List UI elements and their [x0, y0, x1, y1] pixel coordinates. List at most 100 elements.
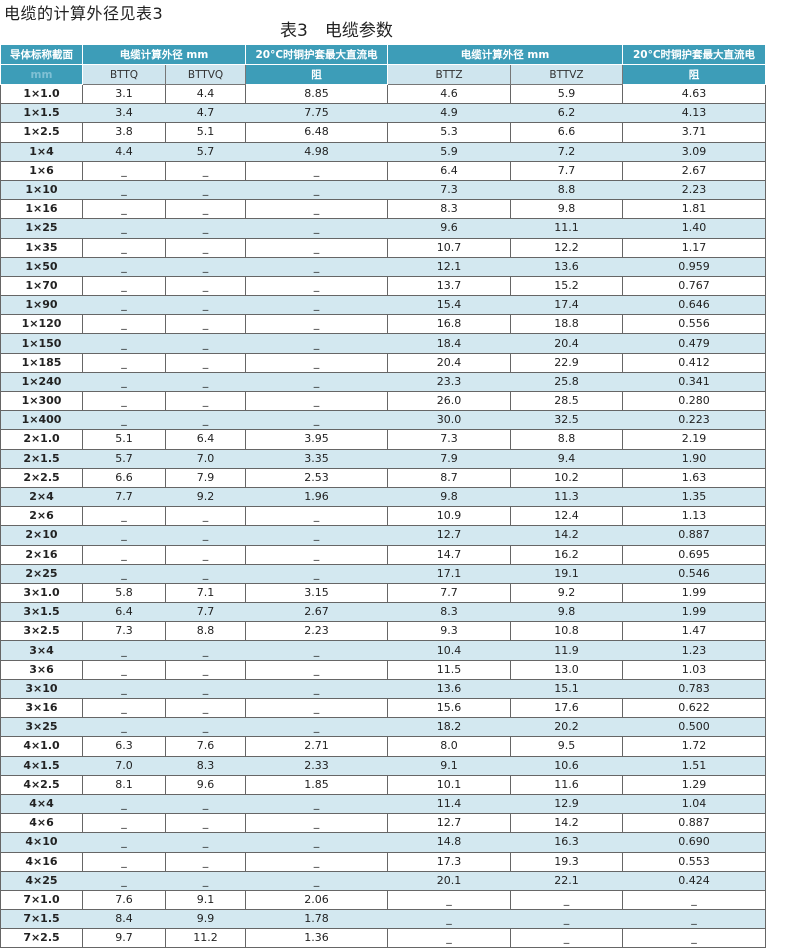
- cell-bttvq: _: [164, 544, 247, 565]
- cell-bttz: 12.7: [387, 525, 512, 546]
- cable-parameters-table: 导体标称截面 电缆计算外径 mm 20°C时铜护套最大直流电 电缆计算外径 mm…: [0, 44, 767, 948]
- cell-resistance-z: 0.500: [622, 717, 767, 738]
- cell-resistance-z: 0.646: [622, 295, 767, 316]
- cell-resistance-z: 1.13: [622, 506, 767, 527]
- cell-spec: 3×25: [0, 717, 83, 738]
- table-row: 2×6 _ _ _ 10.9 12.4 1.13: [0, 506, 767, 527]
- table-row: 1×25 _ _ _ 9.6 11.1 1.40: [0, 218, 767, 239]
- cell-bttvz: 15.1: [510, 678, 624, 700]
- cell-spec: 3×1.0: [0, 582, 83, 604]
- cell-bttz: 8.3: [387, 602, 512, 623]
- cell-resistance-q: _: [245, 563, 389, 584]
- cell-bttq: _: [82, 410, 166, 431]
- cell-bttvq: _: [164, 295, 247, 316]
- cell-spec: 1×4: [0, 141, 83, 162]
- cell-bttz: 13.6: [387, 678, 512, 700]
- table-row: 1×185 _ _ _ 20.4 22.9 0.412: [0, 352, 767, 373]
- table-row: 4×4 _ _ _ 11.4 12.9 1.04: [0, 793, 767, 815]
- cell-bttq: 3.1: [82, 83, 166, 105]
- cell-resistance-q: _: [245, 160, 389, 181]
- cell-resistance-q: _: [245, 678, 389, 700]
- cell-bttvq: 9.1: [164, 889, 247, 911]
- cell-bttvz: 12.2: [510, 237, 624, 258]
- table-row: 3×2.5 7.3 8.8 2.23 9.3 10.8 1.47: [0, 621, 767, 642]
- cell-spec: 1×185: [0, 352, 83, 373]
- cell-spec: 1×6: [0, 160, 83, 181]
- cell-bttvz: 13.6: [510, 256, 624, 277]
- table-body: 1×1.0 3.1 4.4 8.85 4.6 5.9 4.63 1×1.5 3.4 4.7 7.75…: [0, 83, 767, 948]
- cell-spec: 2×1.5: [0, 448, 83, 469]
- table-row: 4×2.5 8.1 9.6 1.85 10.1 11.6 1.29: [0, 774, 767, 795]
- cell-bttz: 17.3: [387, 851, 512, 872]
- cell-resistance-q: _: [245, 371, 389, 393]
- cell-bttz: 8.7: [387, 467, 512, 488]
- cell-resistance-q: _: [245, 525, 389, 546]
- cell-bttvq: 9.2: [164, 486, 247, 508]
- cell-bttz: 16.8: [387, 314, 512, 335]
- table-row: 1×1.5 3.4 4.7 7.75 4.9 6.2 4.13: [0, 103, 767, 124]
- cell-spec: 1×150: [0, 333, 83, 354]
- cell-spec: 1×16: [0, 199, 83, 220]
- cell-bttz: 7.3: [387, 429, 512, 450]
- cell-spec: 1×10: [0, 179, 83, 201]
- cell-resistance-q: 2.71: [245, 736, 389, 757]
- cell-bttq: 6.3: [82, 736, 166, 757]
- cell-bttvz: _: [510, 928, 624, 948]
- cell-spec: 3×6: [0, 659, 83, 680]
- cell-resistance-z: _: [622, 909, 767, 930]
- cell-resistance-z: 0.556: [622, 314, 767, 335]
- table-row: 2×16 _ _ _ 14.7 16.2 0.695: [0, 544, 767, 565]
- cell-bttvq: 8.8: [164, 621, 247, 642]
- cell-bttvq: 7.9: [164, 467, 247, 488]
- table-row: 4×16 _ _ _ 17.3 19.3 0.553: [0, 851, 767, 872]
- cell-spec: 4×10: [0, 832, 83, 853]
- table-row: 1×4 4.4 5.7 4.98 5.9 7.2 3.09: [0, 141, 767, 162]
- cell-bttq: _: [82, 179, 166, 201]
- cell-resistance-z: 0.695: [622, 544, 767, 565]
- cell-bttvz: 19.1: [510, 563, 624, 584]
- table-row: 3×16 _ _ _ 15.6 17.6 0.622: [0, 697, 767, 719]
- cell-bttz: 6.4: [387, 160, 512, 181]
- header-group1: 电缆计算外径 mm: [81, 44, 247, 65]
- cell-bttvz: 12.4: [510, 506, 624, 527]
- cell-bttz: 9.1: [387, 755, 512, 776]
- cell-bttvz: 20.4: [510, 333, 624, 354]
- cell-bttvq: _: [164, 314, 247, 335]
- cell-bttvz: 16.2: [510, 544, 624, 565]
- cell-bttz: 23.3: [387, 371, 512, 393]
- table-row: 1×240 _ _ _ 23.3 25.8 0.341: [0, 371, 767, 393]
- cell-resistance-z: 1.35: [622, 486, 767, 508]
- cell-bttvz: 5.9: [510, 83, 624, 105]
- cell-resistance-z: 0.783: [622, 678, 767, 700]
- cell-spec: 2×10: [0, 525, 83, 546]
- cell-resistance-z: 4.63: [622, 83, 767, 105]
- cell-bttvq: _: [164, 352, 247, 373]
- cell-resistance-q: 1.96: [245, 486, 389, 508]
- cell-resistance-q: 8.85: [245, 83, 389, 105]
- cell-bttvz: 17.6: [510, 697, 624, 719]
- cell-bttvq: _: [164, 659, 247, 680]
- cell-bttq: 7.3: [82, 621, 166, 642]
- cell-bttz: 15.6: [387, 697, 512, 719]
- cell-spec: 2×6: [0, 506, 83, 527]
- cell-bttq: _: [82, 256, 166, 277]
- table-row: 7×2.5 9.7 11.2 1.36 _ _ _: [0, 928, 767, 948]
- cell-resistance-z: 0.223: [622, 410, 767, 431]
- cell-resistance-z: _: [622, 889, 767, 911]
- cell-spec: 7×1.0: [0, 889, 83, 911]
- cell-bttz: 9.3: [387, 621, 512, 642]
- cell-resistance-z: 0.690: [622, 832, 767, 853]
- cell-bttq: _: [82, 390, 166, 412]
- cell-bttvq: 4.4: [164, 83, 247, 105]
- cell-spec: 1×240: [0, 371, 83, 393]
- cell-resistance-z: 1.40: [622, 218, 767, 239]
- cell-bttvq: _: [164, 179, 247, 201]
- cell-resistance-z: 1.72: [622, 736, 767, 757]
- cell-resistance-z: 1.99: [622, 582, 767, 604]
- cell-bttz: 18.4: [387, 333, 512, 354]
- table-row: 2×10 _ _ _ 12.7 14.2 0.887: [0, 525, 767, 546]
- cell-bttvq: _: [164, 697, 247, 719]
- cell-bttvq: _: [164, 525, 247, 546]
- cell-bttq: 8.4: [82, 909, 166, 930]
- cell-resistance-z: 0.280: [622, 390, 767, 412]
